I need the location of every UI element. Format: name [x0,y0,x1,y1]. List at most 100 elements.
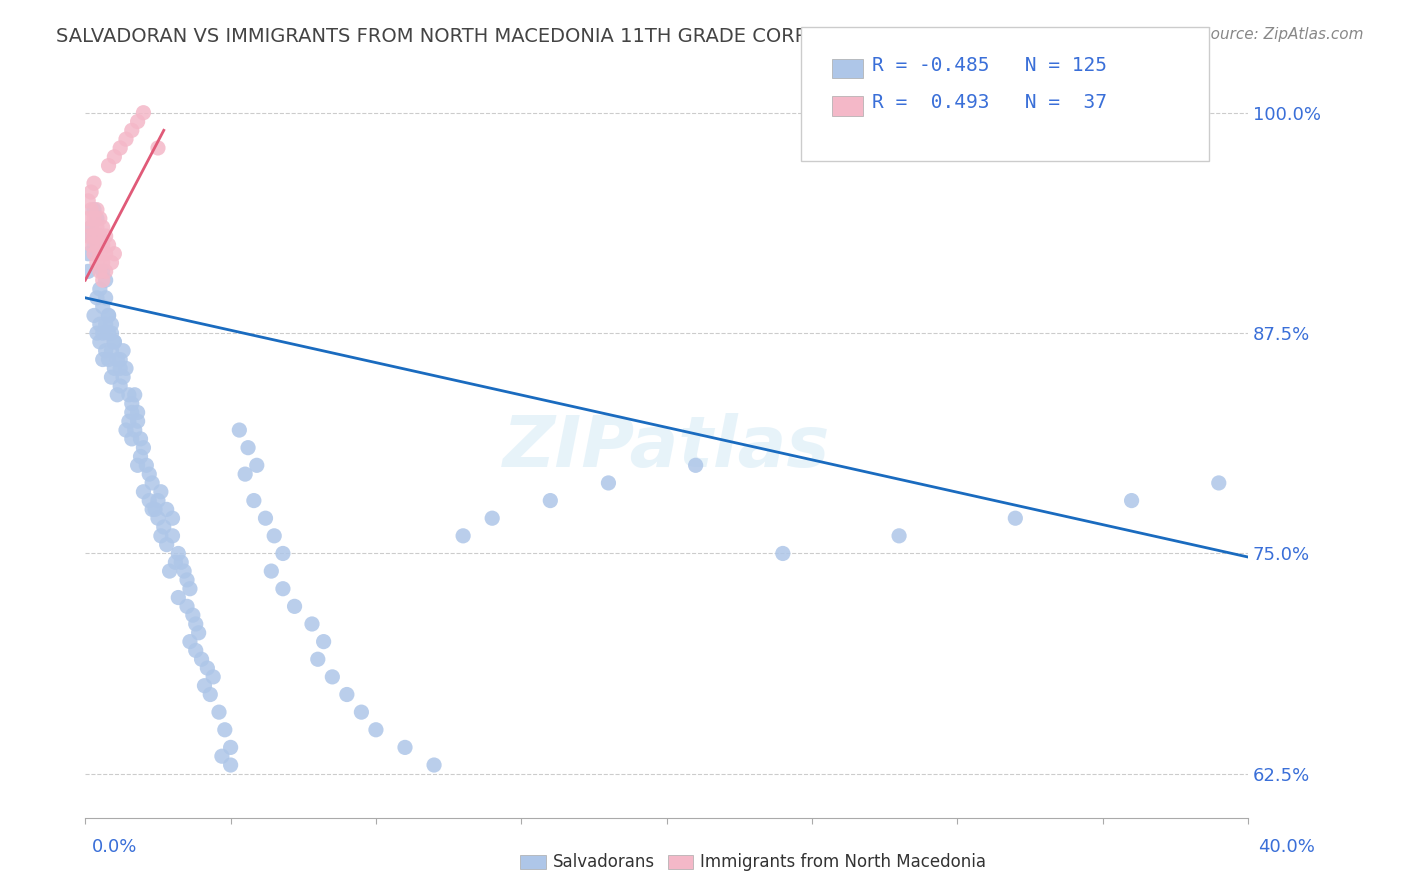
Point [80,229,103,244]
Point [481,511,503,525]
Point [170,555,193,569]
Text: ZIPatlas: ZIPatlas [503,413,831,483]
Point [97,309,120,323]
Point [162,529,184,543]
Point [83,202,105,217]
Point [112,343,135,358]
Text: 40.0%: 40.0% [1258,838,1315,856]
Point [156,502,179,516]
Point [254,511,277,525]
Point [80,220,103,235]
Point [124,423,146,437]
Point [200,688,222,702]
Point [94,318,117,332]
Point [103,150,125,164]
Point [271,582,294,596]
Point [685,458,707,473]
Point [143,502,166,516]
Point [165,555,187,569]
Point [77,211,100,226]
Point [80,185,103,199]
Point [83,176,105,190]
Point [263,529,285,543]
Point [202,670,225,684]
Point [132,441,155,455]
Point [115,132,138,146]
Point [97,238,120,252]
Point [350,705,373,719]
Point [233,467,256,482]
Point [83,246,105,260]
Point [89,229,111,244]
Point [193,679,215,693]
Point [103,334,125,349]
Point [176,599,198,614]
Point [103,361,125,376]
Point [115,423,138,437]
Point [181,608,204,623]
Point [86,326,108,340]
Point [138,467,160,482]
Text: R = -0.485   N = 125: R = -0.485 N = 125 [872,55,1107,75]
Point [146,141,169,155]
Point [129,432,152,446]
Point [423,758,446,772]
Point [307,652,329,666]
Point [83,229,105,244]
Point [94,273,117,287]
Point [89,334,111,349]
Point [162,511,184,525]
Point [336,688,359,702]
Point [97,309,120,323]
Point [301,617,323,632]
Point [100,326,122,340]
Point [135,458,157,473]
Point [86,255,108,269]
Text: 0.0%: 0.0% [91,838,136,856]
Point [118,388,141,402]
Point [97,352,120,367]
Point [772,546,794,560]
Point [103,246,125,260]
Point [91,273,114,287]
Point [94,264,117,278]
Point [243,493,266,508]
Point [94,246,117,260]
Point [91,255,114,269]
Point [1208,475,1230,490]
Point [219,758,242,772]
Point [100,318,122,332]
Point [91,238,114,252]
Point [91,326,114,340]
Point [89,318,111,332]
Point [86,220,108,235]
Point [127,114,149,128]
Point [86,291,108,305]
Point [152,520,174,534]
Point [127,405,149,419]
Point [167,546,190,560]
Point [219,740,242,755]
Point [124,388,146,402]
Point [176,573,198,587]
Point [167,591,190,605]
Point [208,705,231,719]
Point [394,740,416,755]
Point [94,291,117,305]
Point [187,625,209,640]
Point [91,220,114,235]
Point [127,414,149,428]
Point [246,458,269,473]
Point [83,211,105,226]
Point [77,229,100,244]
Point [89,211,111,226]
Point [271,546,294,560]
Point [146,493,169,508]
Point [118,414,141,428]
Point [83,309,105,323]
Point [105,388,128,402]
Point [94,343,117,358]
Point [149,484,172,499]
Text: Immigrants from North Macedonia: Immigrants from North Macedonia [700,853,986,871]
Point [91,264,114,278]
